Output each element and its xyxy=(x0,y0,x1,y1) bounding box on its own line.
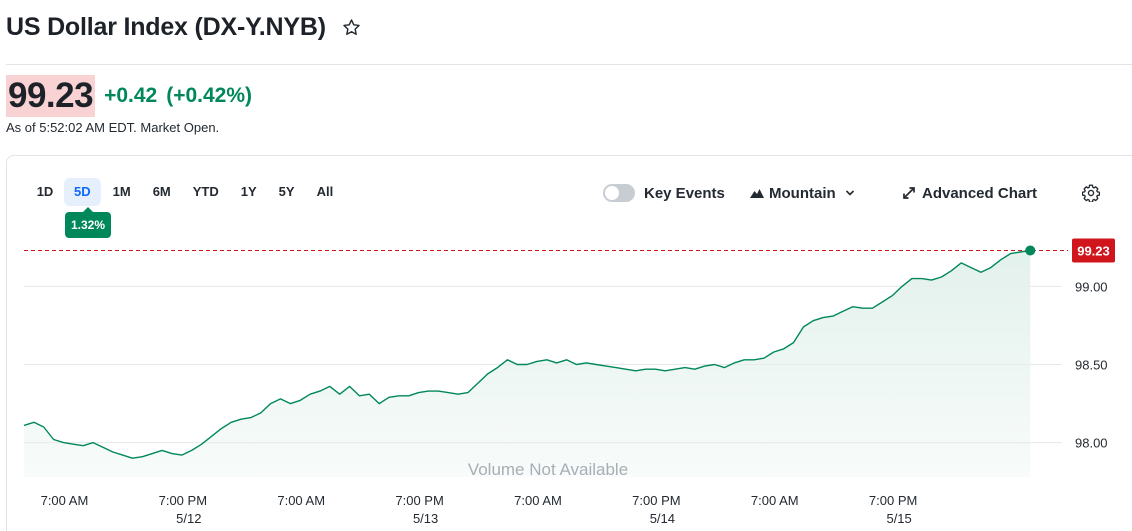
range-tab-6m[interactable]: 6M xyxy=(152,184,171,199)
range-change-badge: 1.32% xyxy=(65,207,112,238)
price-change: +0.42 xyxy=(104,84,158,107)
last-price-tag-label: 99.23 xyxy=(1077,243,1110,258)
range-tab-all[interactable]: All xyxy=(316,184,334,199)
x-tick-date-label: 5/13 xyxy=(413,511,438,526)
page-title: US Dollar Index (DX-Y.NYB) xyxy=(6,12,326,41)
chart-card xyxy=(6,155,1132,531)
range-tab-1m[interactable]: 1M xyxy=(112,184,131,199)
key-events-control: Key Events xyxy=(603,181,725,205)
range-tab-5y[interactable]: 5Y xyxy=(278,184,295,199)
chart-settings-button[interactable] xyxy=(1082,181,1100,205)
range-tab-ytd[interactable]: YTD xyxy=(192,184,219,199)
x-tick-time-label: 7:00 PM xyxy=(159,493,207,508)
toggle-knob xyxy=(605,186,619,200)
price-line xyxy=(23,249,1031,459)
x-tick-time-label: 7:00 AM xyxy=(277,493,325,508)
price-change-percent: (+0.42%) xyxy=(166,84,253,107)
x-tick-date-label: 5/12 xyxy=(176,511,201,526)
x-tick-time-label: 7:00 PM xyxy=(395,493,443,508)
range-tabs: 1D 5D 1M 6M YTD 1Y 5Y All xyxy=(28,178,345,206)
y-tick-label: 98.50 xyxy=(1075,358,1108,373)
x-tick-time-label: 7:00 AM xyxy=(41,493,89,508)
x-tick-time-label: 7:00 PM xyxy=(869,493,917,508)
current-price: 99.23 xyxy=(6,75,96,117)
area-fill xyxy=(24,250,1031,477)
gear-icon xyxy=(1082,184,1100,202)
x-tick-date-label: 5/15 xyxy=(886,511,911,526)
last-price-tag xyxy=(1072,238,1115,263)
advanced-chart-label: Advanced Chart xyxy=(922,184,1038,202)
title-row: US Dollar Index (DX-Y.NYB) xyxy=(6,10,362,44)
last-price-dot xyxy=(1025,245,1036,256)
x-tick-time-label: 7:00 AM xyxy=(514,493,562,508)
x-tick-time-label: 7:00 PM xyxy=(632,493,680,508)
range-tab-1y[interactable]: 1Y xyxy=(240,184,257,199)
advanced-chart-link[interactable]: Advanced Chart xyxy=(902,181,1037,205)
expand-arrows-icon xyxy=(903,187,915,199)
header-divider xyxy=(6,64,1132,65)
y-tick-label: 98.00 xyxy=(1075,436,1108,451)
star-outline-icon xyxy=(343,18,361,35)
chevron-down-icon xyxy=(845,190,854,196)
range-tab-5d[interactable]: 5D xyxy=(64,178,101,206)
chart-type-dropdown[interactable]: Mountain xyxy=(750,181,855,205)
y-tick-label: 99.00 xyxy=(1075,279,1108,294)
volume-not-available-label: Volume Not Available xyxy=(468,460,628,479)
mountain-icon xyxy=(750,189,764,198)
key-events-label: Key Events xyxy=(644,184,725,202)
as-of-timestamp: As of 5:52:02 AM EDT. Market Open. xyxy=(6,120,220,135)
key-events-toggle[interactable] xyxy=(603,184,635,202)
star-icon[interactable] xyxy=(342,17,362,37)
range-tab-1d[interactable]: 1D xyxy=(36,184,54,199)
x-tick-time-label: 7:00 AM xyxy=(751,493,799,508)
x-tick-date-label: 5/14 xyxy=(650,511,675,526)
chart-type-label: Mountain xyxy=(769,184,836,202)
price-row: 99.23 +0.42 (+0.42%) xyxy=(6,74,252,118)
